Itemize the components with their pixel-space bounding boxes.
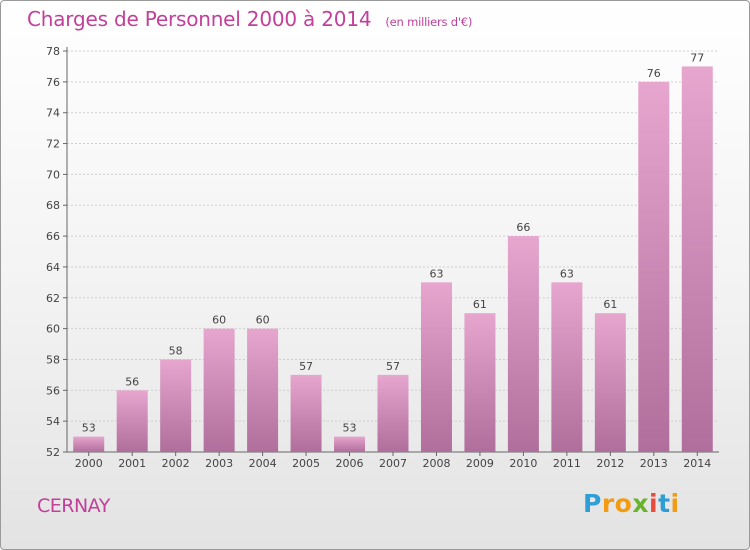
- bar: [638, 81, 670, 452]
- logo-letter: x: [632, 489, 649, 518]
- bar: [551, 282, 583, 452]
- y-tick-label: 56: [46, 384, 60, 397]
- x-tick-label: 2011: [553, 457, 581, 470]
- bar: [420, 282, 452, 452]
- bar: [160, 359, 192, 452]
- x-tick-label: 2000: [75, 457, 103, 470]
- bar: [247, 328, 279, 452]
- data-label: 53: [343, 422, 357, 435]
- y-tick-label: 62: [46, 292, 60, 305]
- data-label: 58: [169, 344, 183, 357]
- data-label: 57: [299, 360, 313, 373]
- bar: [116, 390, 148, 452]
- logo-letter: o: [614, 489, 633, 518]
- bar: [73, 436, 105, 452]
- data-label: 66: [516, 221, 530, 234]
- x-tick-label: 2010: [509, 457, 537, 470]
- data-label: 63: [429, 267, 443, 280]
- data-label: 63: [560, 267, 574, 280]
- x-tick-label: 2012: [596, 457, 624, 470]
- x-tick-label: 2001: [118, 457, 146, 470]
- x-tick-label: 2005: [292, 457, 320, 470]
- y-tick-label: 54: [46, 415, 60, 428]
- y-tick-label: 76: [46, 76, 60, 89]
- y-tick-label: 74: [46, 107, 60, 120]
- bar: [681, 66, 713, 452]
- logo-letter: P: [583, 489, 602, 518]
- bar: [594, 313, 626, 452]
- logo-letter: i: [670, 489, 680, 518]
- data-label: 76: [647, 67, 661, 80]
- x-tick-label: 2009: [466, 457, 494, 470]
- y-tick-label: 52: [46, 446, 60, 459]
- y-tick-label: 64: [46, 261, 60, 274]
- data-label: 61: [473, 298, 487, 311]
- y-tick-label: 68: [46, 199, 60, 212]
- proxiti-logo: Proxiti: [583, 489, 680, 518]
- x-tick-label: 2014: [683, 457, 711, 470]
- y-tick-label: 60: [46, 323, 60, 336]
- data-label: 77: [690, 51, 704, 64]
- x-tick-label: 2013: [640, 457, 668, 470]
- logo-letter: i: [649, 489, 659, 518]
- bar: [507, 236, 539, 452]
- x-tick-label: 2008: [422, 457, 450, 470]
- y-tick-label: 66: [46, 230, 60, 243]
- y-tick-label: 72: [46, 138, 60, 151]
- data-label: 60: [212, 314, 226, 327]
- chart-title-row: Charges de Personnel 2000 à 2014 (en mill…: [27, 7, 472, 31]
- y-tick-label: 78: [46, 45, 60, 58]
- x-tick-label: 2006: [336, 457, 364, 470]
- place-name: CERNAY: [37, 495, 110, 517]
- logo-letter: t: [658, 489, 671, 518]
- x-tick-label: 2007: [379, 457, 407, 470]
- logo-letter: r: [601, 489, 615, 518]
- bar: [377, 374, 409, 452]
- data-label: 60: [256, 314, 270, 327]
- data-label: 56: [125, 375, 139, 388]
- chart-subtitle: (en milliers d'€): [385, 15, 473, 29]
- bar: [203, 328, 235, 452]
- bar: [290, 374, 322, 452]
- chart-title: Charges de Personnel 2000 à 2014: [27, 7, 372, 31]
- bar: [334, 436, 366, 452]
- x-tick-label: 2002: [162, 457, 190, 470]
- data-label: 53: [82, 422, 96, 435]
- y-tick-label: 58: [46, 353, 60, 366]
- data-label: 61: [603, 298, 617, 311]
- data-label: 57: [386, 360, 400, 373]
- bar: [464, 313, 496, 452]
- x-tick-label: 2003: [205, 457, 233, 470]
- x-tick-label: 2004: [249, 457, 277, 470]
- y-tick-label: 70: [46, 168, 60, 181]
